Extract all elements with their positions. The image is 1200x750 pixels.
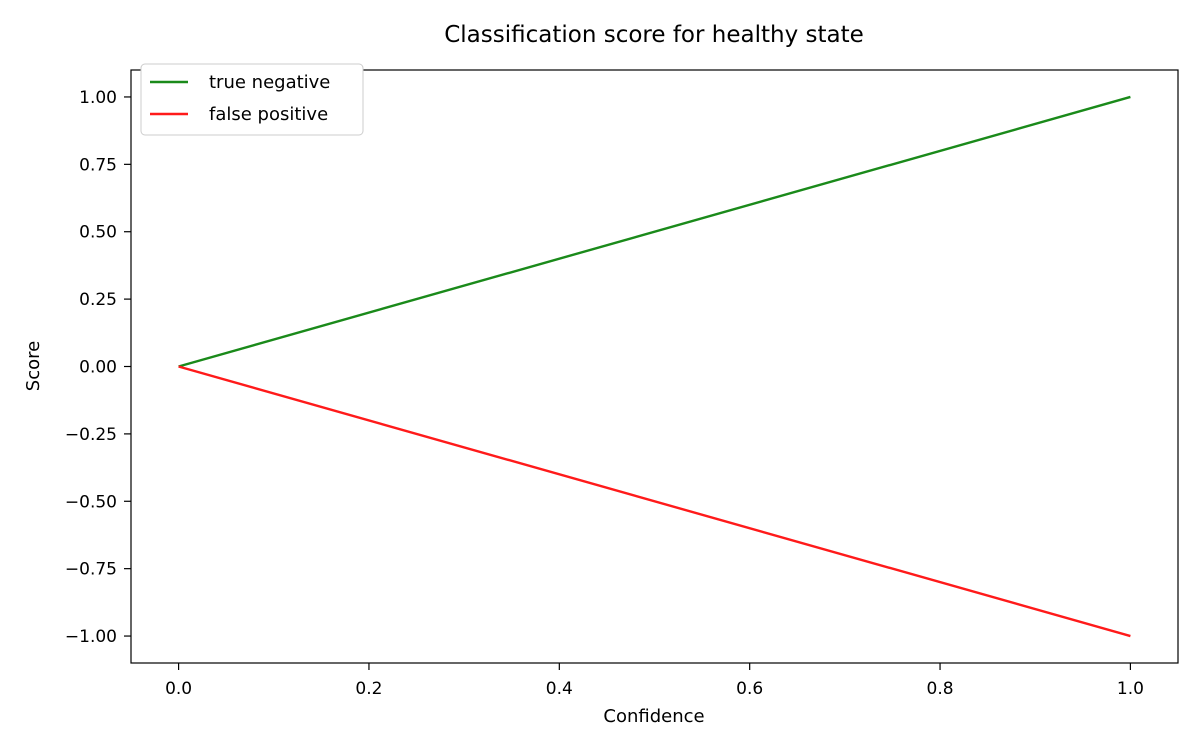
y-axis-label: Score bbox=[23, 341, 44, 391]
x-tick-label: 0.2 bbox=[355, 679, 382, 699]
y-tick-label: −0.25 bbox=[65, 425, 117, 445]
x-tick-label: 0.8 bbox=[927, 679, 954, 699]
y-tick-label: 0.75 bbox=[79, 155, 117, 175]
series-lines bbox=[178, 95, 1131, 638]
y-tick-label: 1.00 bbox=[79, 88, 117, 108]
y-tick-label: −0.75 bbox=[65, 560, 117, 580]
y-axis-ticks: 1.00 0.75 0.50 0.25 0.00 −0.25 −0.50 −0.75 −1.00 bbox=[65, 88, 131, 647]
x-tick-label: 1.0 bbox=[1117, 679, 1144, 699]
legend-label: true negative bbox=[209, 72, 330, 93]
y-tick-label: −0.50 bbox=[65, 492, 117, 512]
x-axis-label: Confidence bbox=[603, 706, 704, 727]
x-tick-label: 0.4 bbox=[546, 679, 573, 699]
legend-box bbox=[140, 63, 364, 136]
plot-area-frame bbox=[130, 69, 1179, 664]
x-tick-label: 0.0 bbox=[165, 679, 192, 699]
y-tick-label: 0.00 bbox=[79, 358, 117, 378]
x-tick-label: 0.6 bbox=[736, 679, 763, 699]
series-line-true-negative bbox=[178, 95, 1131, 368]
legend: true negative false positive bbox=[140, 63, 364, 136]
x-axis-ticks: 0.0 0.2 0.4 0.6 0.8 1.0 bbox=[165, 663, 1144, 699]
y-tick-label: 0.25 bbox=[79, 290, 117, 310]
y-tick-label: 0.50 bbox=[79, 223, 117, 243]
legend-label: false positive bbox=[209, 104, 328, 125]
series-line-false-positive bbox=[178, 365, 1131, 638]
chart-title: Classification score for healthy state bbox=[444, 22, 864, 48]
y-tick-label: −1.00 bbox=[65, 627, 117, 647]
